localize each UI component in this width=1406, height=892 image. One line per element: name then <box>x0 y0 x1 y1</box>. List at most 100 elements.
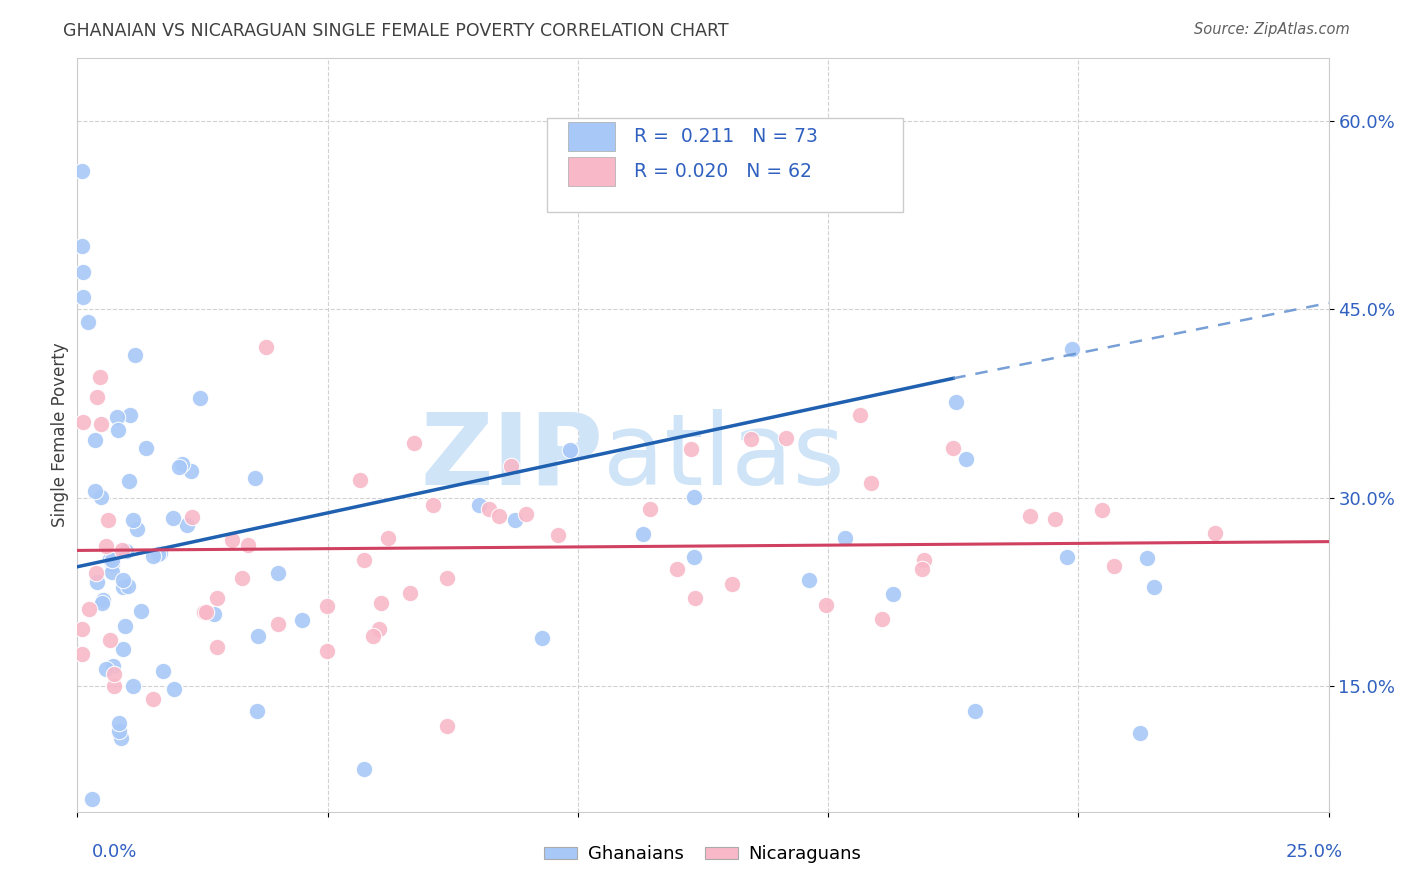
Point <box>238 537 260 551</box>
Point <box>963 704 986 718</box>
Point <box>94 662 117 676</box>
Point <box>122 679 145 693</box>
Point <box>221 533 243 547</box>
Point <box>77 601 100 615</box>
Point <box>111 542 134 557</box>
Text: R =  0.211   N = 73: R = 0.211 N = 73 <box>634 127 818 146</box>
Point <box>118 408 141 422</box>
Text: 25.0%: 25.0% <box>1285 843 1343 861</box>
Point <box>193 605 215 619</box>
Point <box>82 792 104 806</box>
Text: R = 0.020   N = 62: R = 0.020 N = 62 <box>634 162 813 181</box>
Point <box>117 579 139 593</box>
Point <box>167 459 190 474</box>
Text: ZIP: ZIP <box>420 409 603 506</box>
Point <box>146 547 169 561</box>
Point <box>231 571 253 585</box>
Point <box>404 435 426 450</box>
Point <box>86 575 108 590</box>
Point <box>135 442 157 456</box>
Point <box>1062 343 1084 357</box>
Point <box>848 409 870 423</box>
Point <box>202 607 225 622</box>
Point <box>103 679 125 693</box>
Point <box>103 666 125 681</box>
Point <box>110 731 132 745</box>
Point <box>515 507 537 521</box>
Point <box>370 596 392 610</box>
Point <box>97 513 120 527</box>
Point <box>377 531 399 545</box>
Point <box>1091 503 1114 517</box>
Point <box>90 417 112 431</box>
Point <box>361 629 384 643</box>
Point <box>176 518 198 533</box>
Point <box>256 340 278 354</box>
Point <box>90 596 112 610</box>
Point <box>114 619 136 633</box>
Point <box>125 523 148 537</box>
Point <box>188 391 211 405</box>
Point <box>478 502 501 516</box>
Point <box>353 762 375 776</box>
Point <box>468 499 491 513</box>
Point <box>640 501 662 516</box>
Point <box>683 490 706 504</box>
Point <box>170 457 193 471</box>
Point <box>531 631 554 645</box>
Point <box>194 606 217 620</box>
Point <box>1204 525 1226 540</box>
Point <box>834 531 856 545</box>
Point <box>558 442 581 457</box>
Point <box>720 577 742 591</box>
Point <box>72 415 94 429</box>
Point <box>399 586 422 600</box>
Point <box>775 432 797 446</box>
Point <box>84 484 107 499</box>
Point <box>207 591 229 606</box>
Point <box>291 613 314 627</box>
Point <box>872 612 894 626</box>
Point <box>152 664 174 678</box>
Point <box>98 632 121 647</box>
Point <box>499 459 522 474</box>
Text: 0.0%: 0.0% <box>91 843 136 861</box>
Point <box>84 566 107 580</box>
Point <box>436 719 458 733</box>
FancyBboxPatch shape <box>568 158 616 186</box>
Point <box>89 370 111 384</box>
Point <box>108 716 131 731</box>
Point <box>100 566 122 580</box>
Point <box>111 580 134 594</box>
Point <box>547 528 569 542</box>
Point <box>912 553 935 567</box>
Point <box>436 571 458 585</box>
Point <box>129 604 152 618</box>
Point <box>205 640 228 654</box>
Point <box>316 644 339 658</box>
Text: Source: ZipAtlas.com: Source: ZipAtlas.com <box>1194 22 1350 37</box>
Point <box>911 562 934 576</box>
Point <box>368 622 391 636</box>
Point <box>1102 559 1125 574</box>
Point <box>683 591 706 606</box>
Point <box>681 442 703 456</box>
Point <box>349 473 371 487</box>
Y-axis label: Single Female Poverty: Single Female Poverty <box>51 343 69 527</box>
Point <box>353 553 375 567</box>
Point <box>162 511 184 525</box>
Point <box>246 705 269 719</box>
Point <box>1129 725 1152 739</box>
Point <box>797 573 820 587</box>
Point <box>112 574 135 588</box>
Point <box>72 164 94 178</box>
Point <box>1043 512 1066 526</box>
Point <box>180 464 202 478</box>
Point <box>1136 551 1159 566</box>
Point <box>422 498 444 512</box>
Point <box>246 629 269 643</box>
Point <box>91 593 114 607</box>
Point <box>488 508 510 523</box>
Point <box>740 432 762 446</box>
Point <box>103 658 125 673</box>
